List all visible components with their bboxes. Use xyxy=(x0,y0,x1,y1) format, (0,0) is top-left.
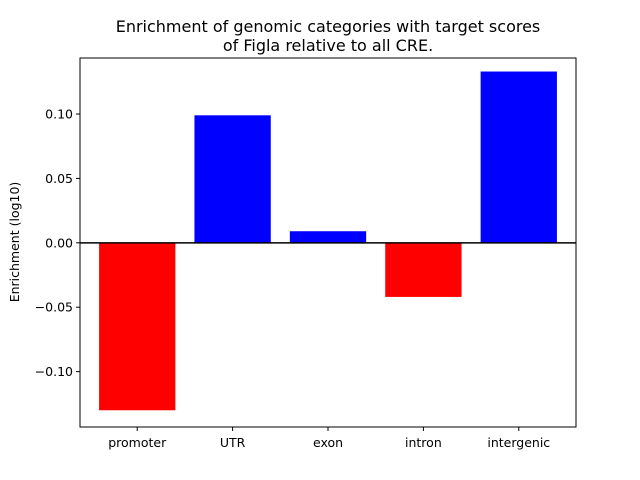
x-axis-ticks: promoter UTR exon intron intergenic xyxy=(108,427,550,450)
bar-promoter xyxy=(99,242,176,411)
y-tick-label: 0.00 xyxy=(45,235,73,250)
y-tick-label: 0.10 xyxy=(45,107,73,122)
chart-title-line-1: Enrichment of genomic categories with ta… xyxy=(116,17,541,36)
x-tick-label-intergenic: intergenic xyxy=(487,435,550,450)
x-tick-label-exon: exon xyxy=(313,435,343,450)
y-axis-ticks: −0.10 −0.05 0.00 0.05 0.10 xyxy=(35,107,80,379)
y-tick-label: −0.05 xyxy=(35,300,73,315)
bar-UTR xyxy=(194,115,271,243)
bar-intergenic xyxy=(480,71,557,243)
x-tick-label-promoter: promoter xyxy=(108,435,167,450)
x-tick-label-intron: intron xyxy=(405,435,442,450)
bar-intron xyxy=(385,242,462,297)
chart-title: Enrichment of genomic categories with ta… xyxy=(116,17,541,55)
bars-group xyxy=(99,71,557,411)
x-tick-label-UTR: UTR xyxy=(220,435,246,450)
bar-exon xyxy=(289,231,367,243)
chart-title-line-2: of Figla relative to all CRE. xyxy=(223,36,433,55)
y-axis-label: Enrichment (log10) xyxy=(7,182,22,303)
y-tick-label: 0.05 xyxy=(45,171,73,186)
y-tick-label: −0.10 xyxy=(35,364,73,379)
